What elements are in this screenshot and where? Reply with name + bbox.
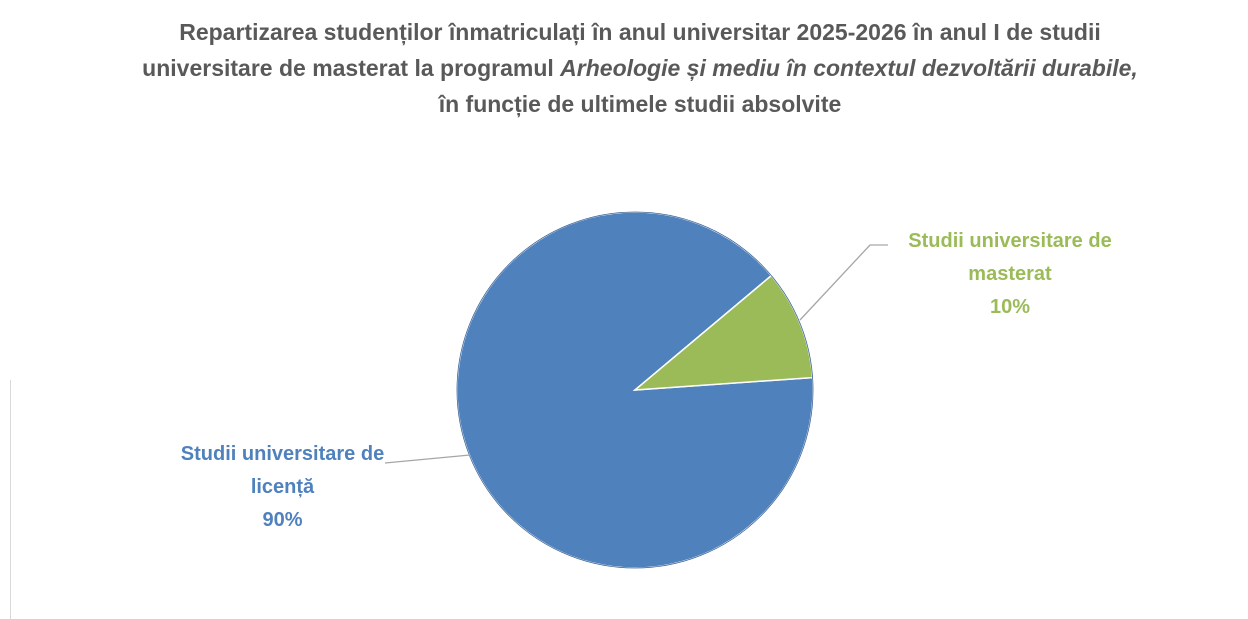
title-part: în funcție de ultimele studii absolvite	[438, 55, 1151, 117]
title-part: Arheologie și mediu în contextul dezvolt…	[560, 55, 1138, 81]
slices	[456, 211, 814, 569]
value-label: 10%	[989, 296, 1031, 318]
value-label: 90%	[262, 509, 303, 531]
title-part: Repartizarea studenților înmatriculați î…	[142, 19, 1108, 81]
category-label: Studii universitare de masterat	[908, 230, 1112, 285]
category-label: Studii universitare de licență	[180, 443, 385, 498]
slice-label: Studii universitare de licență 90%	[175, 438, 390, 537]
leader-line	[384, 454, 471, 464]
slice-label: Studii universitare de masterat 10%	[895, 225, 1125, 324]
chart-title: Repartizarea studenților înmatriculați î…	[140, 14, 1140, 122]
pie-outline	[456, 211, 814, 569]
leader-line	[799, 244, 888, 321]
